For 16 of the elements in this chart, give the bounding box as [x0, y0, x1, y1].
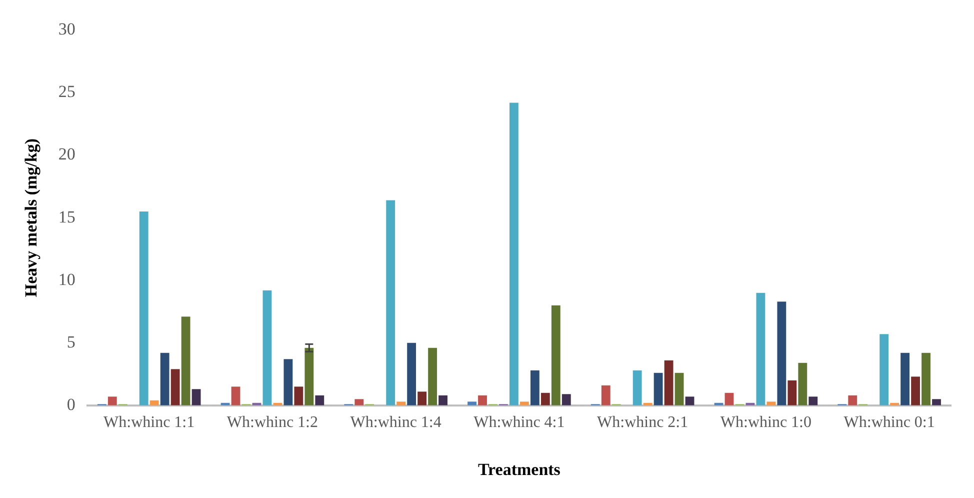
y-axis-title: Heavy metals (mg/kg): [22, 138, 41, 298]
x-tick-label: Wh:whinc 1:4: [350, 414, 442, 432]
x-axis-title: Treatments: [478, 460, 561, 480]
x-tick-label: Wh:whinc 1:1: [104, 414, 195, 432]
x-tick-label: Wh:whinc 0:1: [844, 414, 935, 432]
y-tick-label: 15: [58, 207, 76, 226]
x-tick-label: Wh:whinc 1:0: [720, 414, 812, 432]
x-tick-label: Wh:whinc 1:2: [226, 414, 318, 432]
y-tick-label: 0: [66, 394, 76, 414]
y-tick-label: 5: [66, 332, 76, 352]
y-tick-label: 10: [58, 270, 76, 289]
y-tick-label: 20: [58, 144, 76, 164]
y-tick-label: 30: [58, 20, 76, 39]
x-tick-label: Wh:whinc 4:1: [474, 414, 565, 432]
y-tick-label: 25: [58, 82, 76, 102]
x-tick-label: Wh:whinc 2:1: [597, 414, 688, 432]
